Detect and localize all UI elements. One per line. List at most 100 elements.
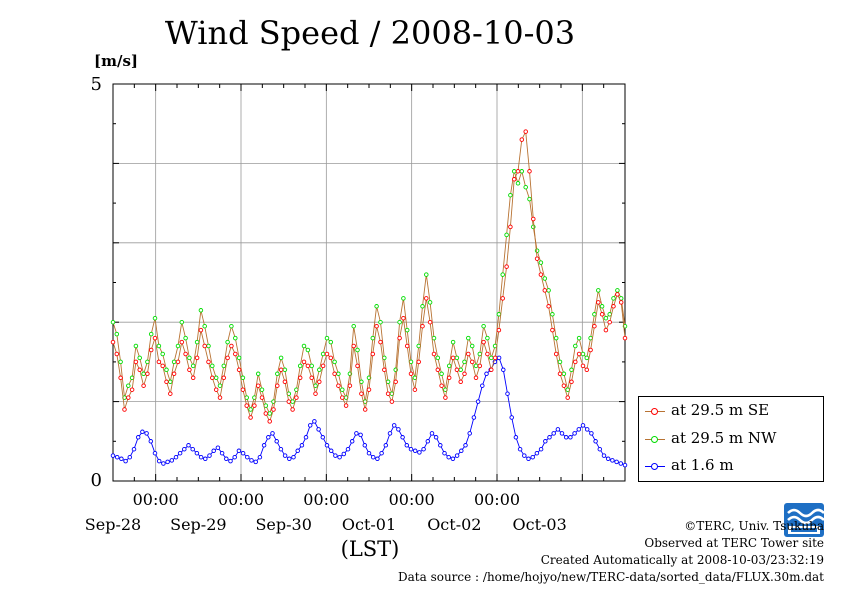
- x-tick-time-label: 00:00: [388, 490, 435, 509]
- series-1-6m-point: [383, 443, 389, 448]
- series-se-point: [336, 383, 341, 388]
- series-nw-point: [305, 347, 311, 353]
- series-nw-point: [229, 323, 234, 329]
- series-se-point: [584, 367, 590, 373]
- series-se-point: [328, 355, 334, 361]
- series-nw-point: [118, 359, 123, 365]
- series-se-point: [542, 288, 548, 293]
- series-se-point: [404, 343, 410, 349]
- series-nw-point: [450, 339, 456, 345]
- series-1-6m-point: [182, 446, 187, 452]
- series-se-point: [431, 351, 437, 357]
- series-1-6m-point: [270, 431, 275, 436]
- series-nw-point: [515, 181, 521, 186]
- series-se-point: [553, 351, 559, 357]
- series-nw-point: [573, 343, 578, 349]
- series-nw-point: [194, 339, 200, 345]
- series-nw-point: [454, 355, 460, 361]
- series-se-point: [126, 395, 131, 400]
- series-1-6m-point: [198, 454, 204, 460]
- series-nw-point: [569, 367, 574, 373]
- y-axis-unit: [m/s]: [94, 52, 138, 70]
- series-nw-point: [309, 363, 314, 369]
- series-se-point: [500, 296, 505, 301]
- legend-label-low: at 1.6 m: [671, 456, 734, 474]
- series-1-6m-point: [173, 454, 179, 460]
- series-nw-point: [424, 272, 429, 277]
- series-se-point: [198, 327, 204, 333]
- series-nw-point: [168, 379, 173, 385]
- series-1-6m-point: [291, 454, 296, 460]
- series-1-6m-point: [312, 419, 317, 424]
- series-se-point: [210, 375, 215, 381]
- series-1-6m-point: [438, 443, 443, 448]
- legend-item-low: at 1.6 m: [643, 454, 821, 480]
- series-se-point: [599, 312, 605, 317]
- series-1-6m-point: [232, 454, 237, 460]
- series-se-point: [343, 403, 349, 408]
- series-nw-point: [171, 359, 177, 365]
- x-axis-label: (LST): [340, 537, 400, 561]
- series-1-6m-point: [618, 461, 624, 466]
- series-se-point: [355, 363, 360, 369]
- series-1-6m-point: [601, 453, 607, 458]
- series-1-6m-point: [123, 458, 128, 464]
- series-se-point: [160, 363, 165, 369]
- series-nw-point: [378, 319, 383, 325]
- series-1-6m-point: [186, 443, 191, 448]
- series-nw-point: [439, 371, 444, 377]
- series-nw-point: [206, 343, 211, 349]
- series-se-point: [393, 379, 398, 385]
- series-1-6m-point: [203, 456, 208, 462]
- series-1-6m-point: [396, 427, 401, 432]
- series-nw-point: [481, 323, 486, 329]
- series-1-6m-point: [568, 435, 573, 440]
- chart-title: Wind Speed / 2008-10-03: [164, 14, 576, 52]
- series-1-6m-point: [282, 453, 288, 458]
- series-se-point: [469, 359, 475, 365]
- series-1-6m-point: [522, 453, 527, 458]
- series-1-6m-point: [316, 427, 321, 432]
- series-1-6m-point: [211, 448, 216, 454]
- series-se-point: [504, 264, 509, 269]
- series-nw-point: [420, 304, 425, 309]
- series-se-point: [481, 339, 486, 345]
- series-1-6m-point: [152, 450, 158, 456]
- series-se-point: [397, 335, 402, 341]
- x-tick-time-label: 00:00: [473, 490, 521, 509]
- series-se-point: [618, 300, 624, 305]
- series-se-point: [435, 367, 441, 373]
- series-nw-point: [248, 407, 253, 412]
- series-1-6m-point: [358, 432, 363, 438]
- series-1-6m-point: [442, 450, 447, 456]
- series-nw-point: [160, 351, 165, 357]
- series-1-6m-point: [161, 461, 166, 466]
- legend-item-se: at 29.5 m SE: [643, 399, 821, 425]
- series-se-point: [534, 256, 540, 261]
- series-se-point: [275, 383, 280, 388]
- series-1-6m-point: [555, 427, 561, 432]
- series-se-point: [320, 363, 326, 369]
- series-se-point: [141, 383, 146, 388]
- series-1-6m-point: [454, 453, 460, 458]
- series-nw-point: [542, 276, 548, 281]
- series-se-point: [309, 375, 314, 381]
- series-nw-point: [553, 335, 559, 341]
- series-1-6m-point: [513, 435, 519, 440]
- credit-created: Created Automatically at 2008-10-03/23:3…: [540, 553, 824, 567]
- series-se-point: [317, 379, 322, 385]
- series-nw-point: [458, 367, 463, 373]
- series-1-6m-point: [580, 423, 586, 428]
- series-se-point: [596, 300, 601, 305]
- series-1-6m-point: [421, 446, 426, 452]
- series-nw-point: [469, 343, 475, 349]
- series-se-point: [156, 359, 162, 365]
- series-nw-point: [141, 371, 146, 377]
- series-se-point: [164, 379, 169, 385]
- series-se-point: [286, 399, 292, 404]
- series-se-point: [244, 403, 249, 408]
- series-nw-point: [511, 169, 517, 174]
- series-1-6m-point: [589, 431, 594, 436]
- x-tick-date-label: Oct-02: [427, 515, 482, 534]
- series-nw-point: [504, 232, 509, 238]
